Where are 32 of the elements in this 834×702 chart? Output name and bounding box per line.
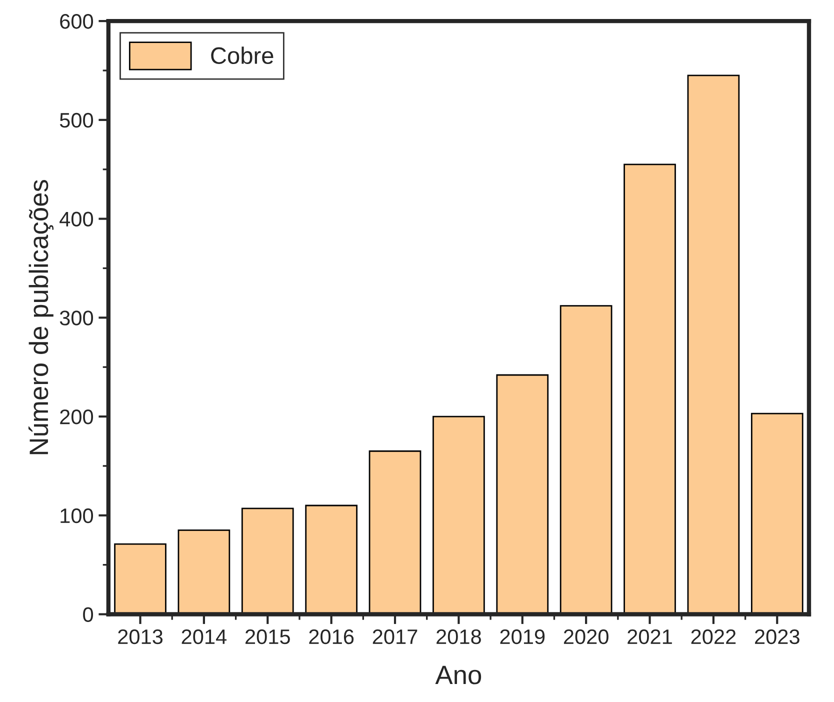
bar: [496, 374, 549, 614]
bar: [750, 412, 804, 614]
y-tick-label: 0: [83, 607, 94, 622]
y-tick-label: 100: [60, 508, 94, 524]
bar: [560, 305, 612, 614]
y-axis-title: Número de publicações: [28, 180, 54, 454]
y-tick-label: 400: [60, 212, 94, 227]
bar: [178, 530, 230, 614]
bar: [305, 504, 358, 614]
x-axis-title: Ano: [435, 666, 482, 684]
x-tick-label: 2019: [500, 629, 545, 644]
bar: [114, 543, 166, 614]
x-tick-label: 2014: [182, 629, 227, 644]
y-tick-label: 500: [60, 112, 94, 128]
x-tick-label: 2020: [564, 629, 608, 644]
bar: [368, 450, 422, 614]
x-tick-label: 2023: [755, 629, 800, 644]
bar: [624, 164, 676, 614]
x-tick-label: 2015: [246, 629, 290, 644]
x-tick-label: 2016: [309, 629, 354, 644]
y-tick-label: 600: [60, 14, 94, 29]
y-tick-label: 300: [60, 310, 94, 326]
x-tick-label: 2021: [628, 629, 672, 644]
legend-label: Cobre: [211, 46, 274, 64]
x-tick-label: 2022: [691, 629, 736, 644]
x-tick-label: 2013: [118, 629, 163, 644]
bar: [687, 74, 740, 614]
bar: [241, 508, 294, 614]
x-tick-label: 2018: [436, 629, 481, 644]
y-tick-label: 200: [60, 410, 94, 424]
x-tick-label: 2017: [372, 629, 418, 644]
bar: [432, 416, 485, 614]
